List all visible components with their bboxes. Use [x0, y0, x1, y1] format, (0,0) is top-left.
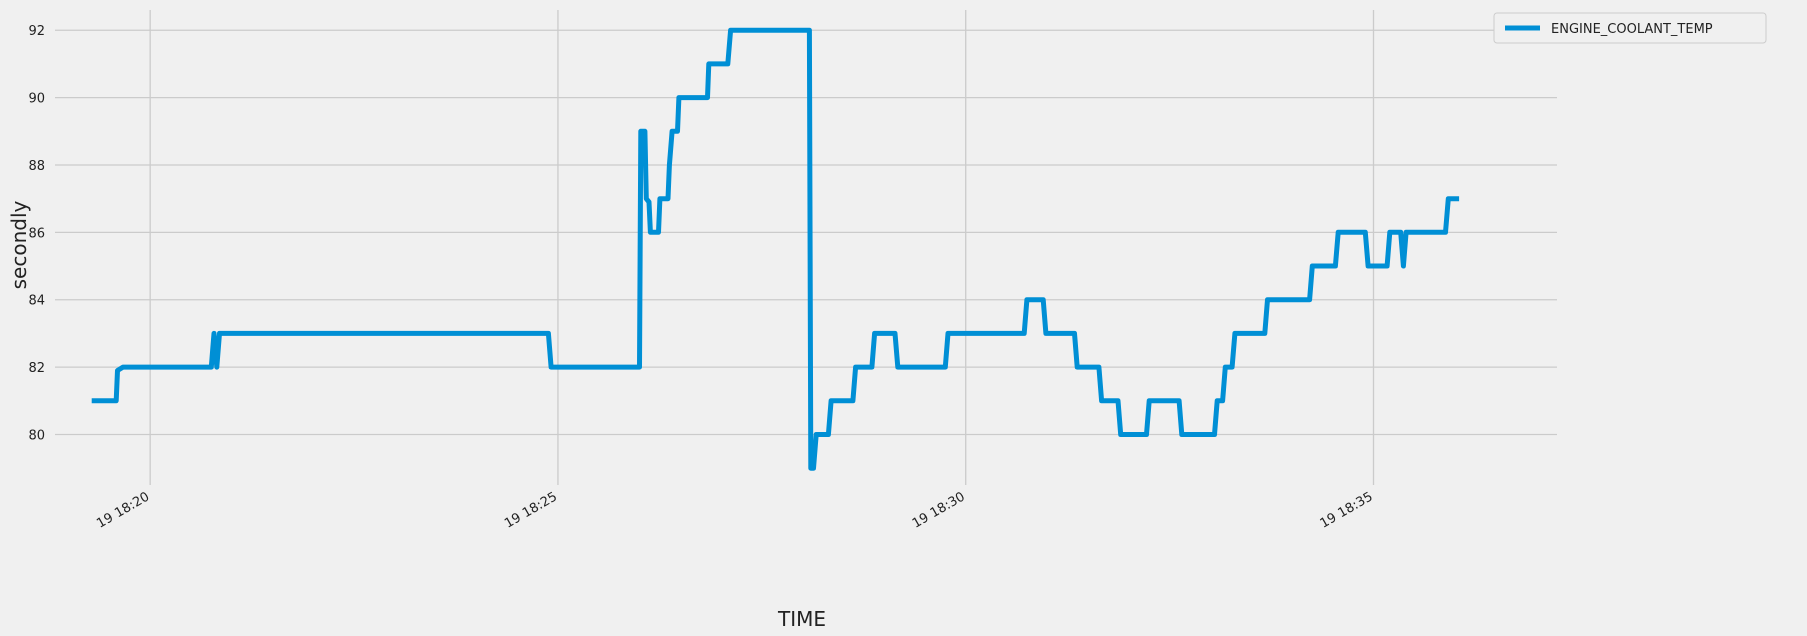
y-tick-labels: 80 82 84 86 88 90 92	[28, 24, 45, 443]
x-gridlines	[149, 10, 1375, 485]
y-tick-label-88: 88	[28, 159, 45, 174]
series-layer	[91, 27, 1460, 471]
series-line-0	[91, 27, 1460, 471]
x-axis-label: TIME	[777, 607, 826, 631]
y-tick-label-86: 86	[28, 226, 45, 241]
y-tick-label-92: 92	[28, 24, 45, 39]
legend-entry-engine-coolant-temp: ENGINE_COOLANT_TEMP	[1551, 22, 1713, 37]
y-tick-label-80: 80	[28, 428, 45, 443]
legend: ENGINE_COOLANT_TEMP	[1493, 12, 1767, 44]
y-tick-label-84: 84	[28, 294, 45, 309]
y-axis-label: secondly	[7, 200, 31, 289]
legend-box	[1493, 12, 1767, 44]
y-tick-label-82: 82	[28, 361, 45, 376]
y-gridlines	[55, 29, 1557, 436]
y-tick-label-90: 90	[28, 92, 45, 107]
